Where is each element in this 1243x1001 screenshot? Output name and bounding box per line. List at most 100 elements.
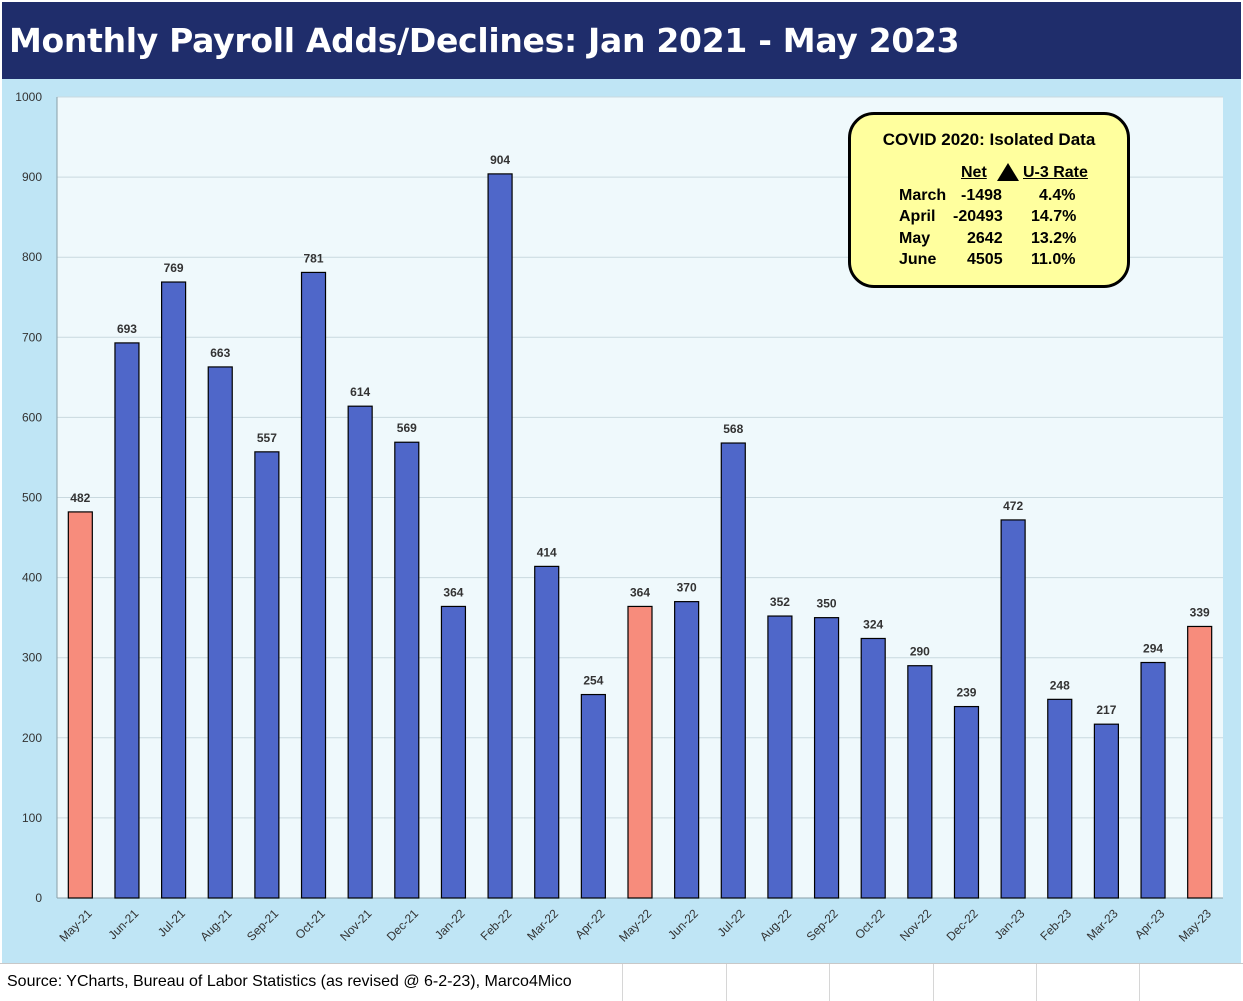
x-tick-label: Jun-21: [105, 906, 141, 942]
cell-divider: [622, 964, 623, 1001]
bar: [394, 441, 420, 899]
x-tick-label: May-21: [56, 906, 94, 944]
bar: [860, 637, 886, 899]
legend-row-label: June: [899, 251, 937, 268]
bar: [440, 605, 467, 899]
x-tick-label: Jun-22: [665, 906, 701, 942]
y-tick-label: 400: [22, 571, 42, 585]
chart-title: Monthly Payroll Adds/Declines: Jan 2021 …: [2, 2, 1241, 79]
data-label: 290: [910, 645, 930, 659]
legend-row: May 2642 13.2%: [851, 230, 1127, 252]
legend-row-label: May: [899, 230, 931, 247]
data-label: 352: [770, 595, 790, 609]
bar: [534, 565, 560, 899]
x-tick-label: May-23: [1176, 906, 1214, 944]
data-label: 217: [1096, 703, 1116, 717]
x-tick-label: Nov-22: [897, 906, 934, 943]
x-tick-label: Aug-22: [757, 906, 794, 943]
cell-divider: [1139, 964, 1140, 1001]
y-tick-label: 800: [22, 250, 42, 264]
bar: [767, 615, 793, 899]
x-tick-label: Aug-21: [197, 906, 234, 943]
bar: [907, 665, 933, 899]
bar: [627, 605, 653, 899]
cell-divider: [726, 964, 727, 1001]
legend-row-net: -20493: [953, 208, 1003, 225]
bar: [1187, 625, 1213, 899]
bar: [114, 342, 140, 899]
legend-row-rate: 11.0%: [1031, 251, 1076, 268]
bar: [207, 366, 233, 899]
data-label: 339: [1190, 605, 1210, 619]
data-label: 414: [537, 545, 557, 559]
cell-divider: [933, 964, 934, 1001]
x-tick-label: Apr-23: [1132, 906, 1168, 942]
triangle-up-icon: [997, 163, 1019, 181]
data-label: 904: [490, 153, 510, 167]
x-tick-label: Mar-23: [1084, 906, 1121, 943]
data-label: 557: [257, 431, 277, 445]
bar: [347, 405, 373, 899]
data-label: 294: [1143, 642, 1163, 656]
y-tick-label: 200: [22, 731, 42, 745]
bar: [1093, 723, 1120, 899]
x-tick-label: Jul-22: [715, 906, 748, 939]
bar: [1000, 519, 1026, 899]
data-label: 254: [583, 674, 603, 688]
bar: [953, 705, 980, 899]
legend-row-label: April: [899, 208, 936, 225]
data-label: 324: [863, 617, 883, 631]
data-label: 614: [350, 385, 370, 399]
data-label: 769: [164, 261, 184, 275]
y-tick-label: 600: [22, 410, 42, 424]
x-tick-label: May-22: [616, 906, 654, 944]
legend-row-rate: 14.7%: [1031, 208, 1077, 225]
x-tick-label: Dec-22: [944, 906, 981, 943]
bar: [300, 271, 327, 899]
legend-row: March -1498 4.4%: [851, 187, 1127, 209]
x-tick-label: Sep-22: [804, 906, 841, 943]
legend-col-rate: U-3 Rate: [1023, 164, 1088, 181]
source-footer: Source: YCharts, Bureau of Labor Statist…: [0, 963, 1243, 1001]
legend-row: April -20493 14.7%: [851, 208, 1127, 230]
x-tick-label: Jul-21: [155, 906, 188, 939]
y-axis-ticks: 0 100 200 300 400 500 600 700 800 900 1000: [15, 90, 42, 905]
x-tick-label: Oct-22: [852, 906, 888, 942]
legend-row-rate: 13.2%: [1031, 230, 1077, 247]
bar: [720, 442, 746, 899]
x-tick-label: Jan-23: [992, 906, 1028, 942]
legend-row-net: 4505: [967, 251, 1003, 268]
bar: [1047, 698, 1073, 899]
legend-row-rate: 4.4%: [1039, 187, 1076, 204]
bar: [67, 511, 93, 899]
y-tick-label: 700: [22, 330, 42, 344]
y-tick-label: 100: [22, 811, 42, 825]
data-label: 364: [630, 585, 650, 599]
cell-divider: [829, 964, 830, 1001]
legend-col-net: Net: [961, 164, 987, 181]
x-axis-ticks: May-21 Jun-21 Jul-21 Aug-21 Sep-21 Oct-21 Nov-…: [56, 906, 1214, 944]
legend-title: COVID 2020: Isolated Data: [882, 130, 1096, 149]
bar: [254, 451, 280, 899]
data-labels: 482 693 769 663 557 781 614 569 364 904 414 254 364 3…: [70, 153, 1210, 717]
x-tick-label: Feb-22: [478, 906, 515, 943]
data-label: 350: [817, 597, 837, 611]
y-tick-label: 900: [22, 170, 42, 184]
x-tick-label: Sep-21: [244, 906, 281, 943]
data-label: 472: [1003, 499, 1023, 513]
x-tick-label: Jan-22: [432, 906, 468, 942]
data-label: 693: [117, 322, 137, 336]
bar: [674, 601, 700, 899]
covid-isolated-data-box: COVID 2020: Isolated Data Net U-3 Rate M…: [848, 112, 1130, 288]
legend-row-net: -1498: [961, 187, 1002, 204]
data-label: 239: [956, 686, 976, 700]
x-tick-label: Nov-21: [337, 906, 374, 943]
cell-divider: [1036, 964, 1037, 1001]
data-label: 248: [1050, 678, 1070, 692]
bar: [813, 617, 840, 899]
source-note: Source: YCharts, Bureau of Labor Statist…: [7, 973, 572, 990]
y-tick-label: 300: [22, 651, 42, 665]
x-tick-label: Oct-21: [292, 906, 328, 942]
y-tick-label: 500: [22, 491, 42, 505]
